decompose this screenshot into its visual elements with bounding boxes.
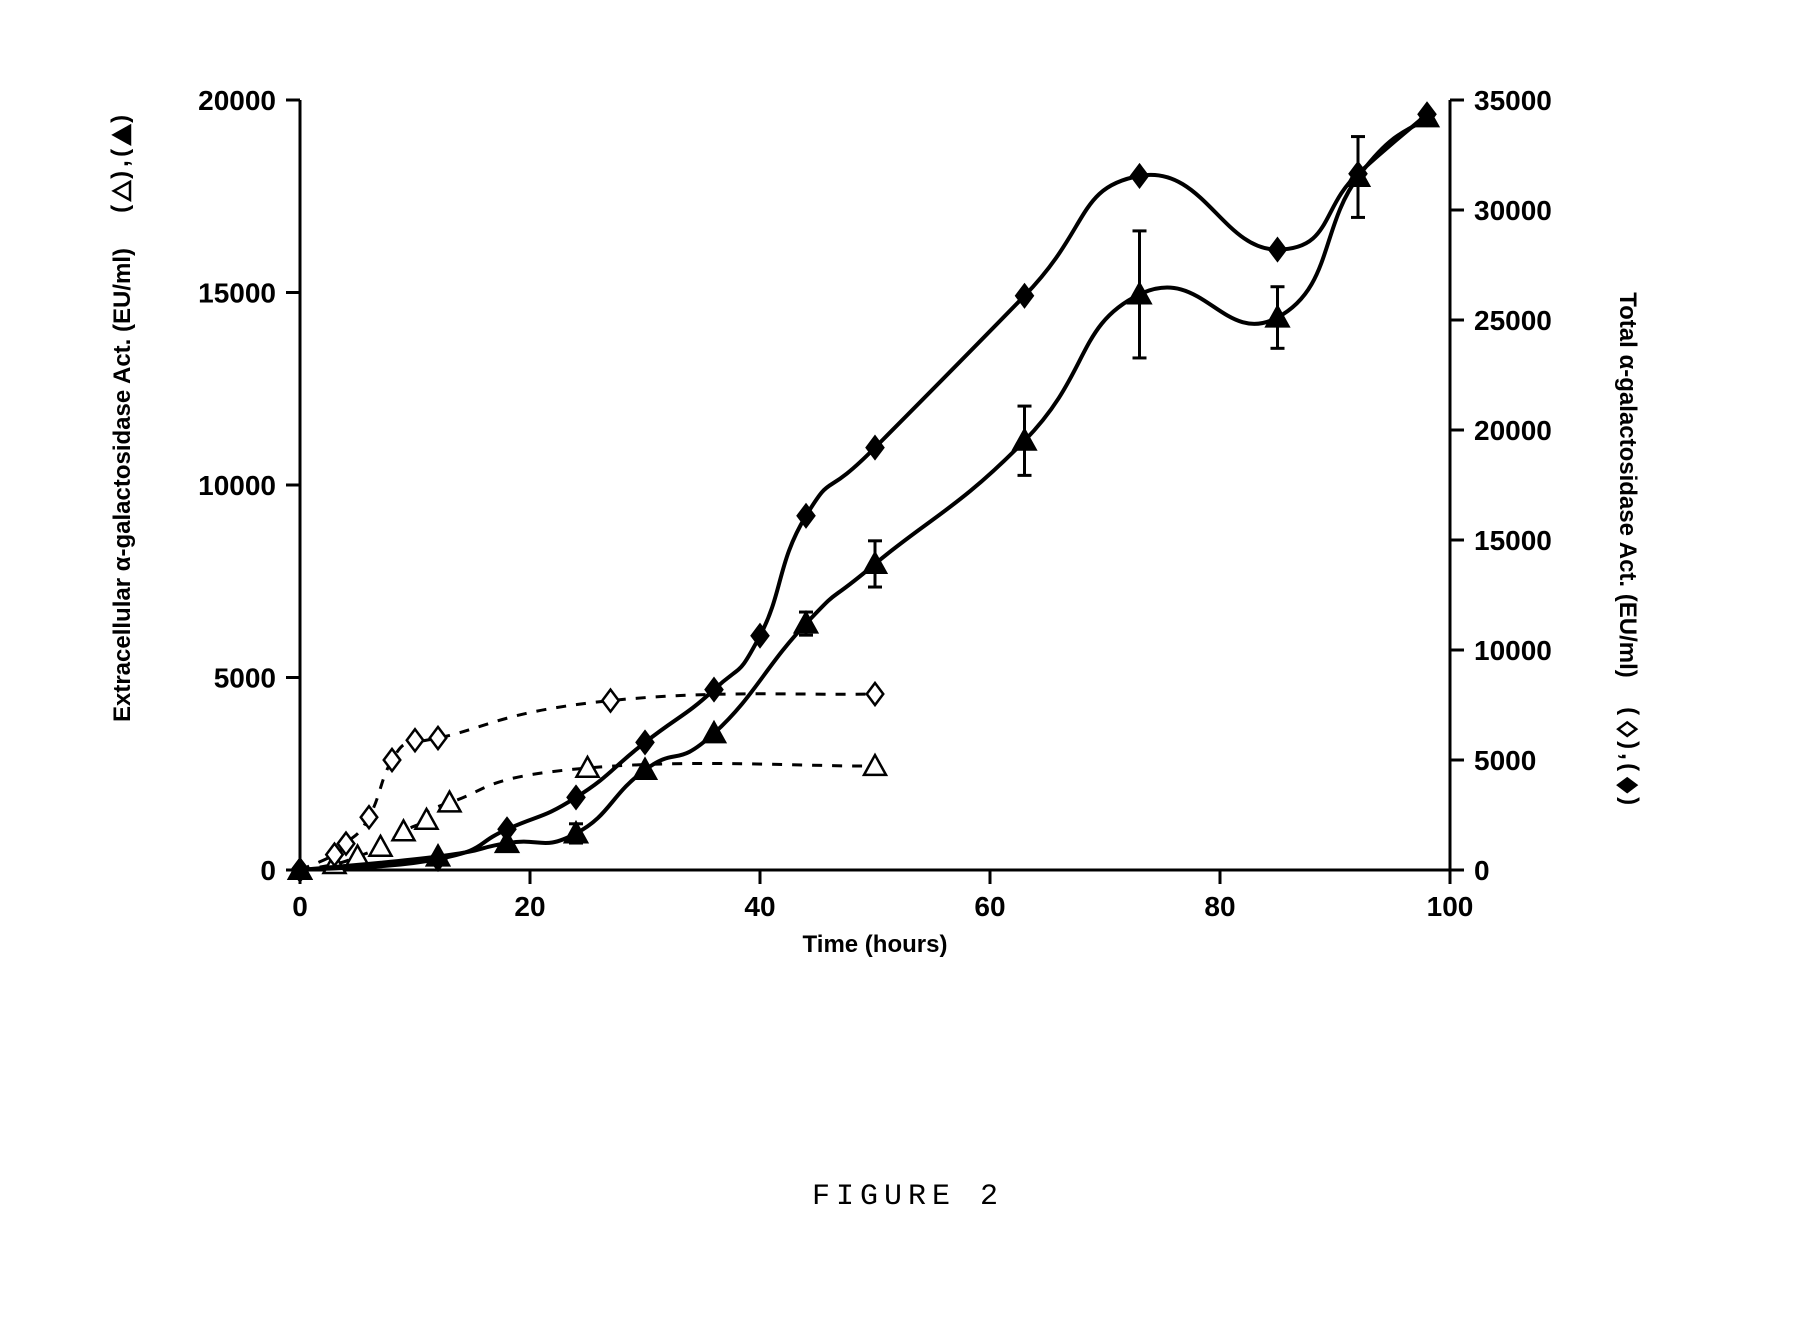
svg-text:30000: 30000: [1474, 195, 1552, 226]
svg-text:5000: 5000: [214, 662, 276, 693]
svg-text:Total α-galactosidase Act. (EU: Total α-galactosidase Act. (EU/ml): [1614, 292, 1641, 678]
svg-text:15000: 15000: [198, 277, 276, 308]
svg-text:): ): [1616, 741, 1643, 749]
svg-text:20000: 20000: [1474, 415, 1552, 446]
svg-text:,: ,: [1616, 753, 1643, 760]
svg-text:(: (: [107, 205, 134, 213]
svg-text:80: 80: [1204, 891, 1235, 922]
svg-text:40: 40: [744, 891, 775, 922]
figure-2-container: 0 20 40 60 80 100 Time (hours) 0 5000 10000 15000 2…: [0, 0, 1816, 1342]
svg-text:(: (: [107, 149, 134, 157]
svg-text:): ): [107, 115, 134, 123]
svg-text:20000: 20000: [198, 85, 276, 116]
right-y-axis-label: Total α-galactosidase Act. (EU/ml) (), (): [1614, 292, 1643, 805]
svg-text:0: 0: [292, 891, 308, 922]
series-total-filled-diamond: [292, 103, 1436, 881]
svg-text:10000: 10000: [1474, 635, 1552, 666]
svg-text:,: ,: [107, 160, 134, 167]
svg-text:0: 0: [260, 855, 276, 886]
svg-text:60: 60: [974, 891, 1005, 922]
svg-text:100: 100: [1427, 891, 1474, 922]
figure-caption: FIGURE 2: [0, 1180, 1816, 1214]
svg-text:): ): [107, 171, 134, 179]
svg-text:): ): [1616, 797, 1643, 805]
svg-text:5000: 5000: [1474, 745, 1536, 776]
svg-text:10000: 10000: [198, 470, 276, 501]
svg-text:20: 20: [514, 891, 545, 922]
svg-text:(: (: [1616, 763, 1643, 771]
svg-text:0: 0: [1474, 855, 1490, 886]
svg-text:(: (: [1616, 707, 1643, 715]
svg-text:25000: 25000: [1474, 305, 1552, 336]
figure-2-chart: 0 20 40 60 80 100 Time (hours) 0 5000 10000 15000 2…: [0, 0, 1816, 1342]
series-extracellular-filled-triangle: [289, 106, 1438, 878]
svg-text:35000: 35000: [1474, 85, 1552, 116]
svg-text:Extracellular α-galactosidase: Extracellular α-galactosidase Act. (EU/m…: [109, 248, 136, 722]
svg-text:Time (hours): Time (hours): [803, 931, 948, 958]
svg-text:15000: 15000: [1474, 525, 1552, 556]
left-y-axis-label: Extracellular α-galactosidase Act. (EU/m…: [107, 115, 136, 722]
